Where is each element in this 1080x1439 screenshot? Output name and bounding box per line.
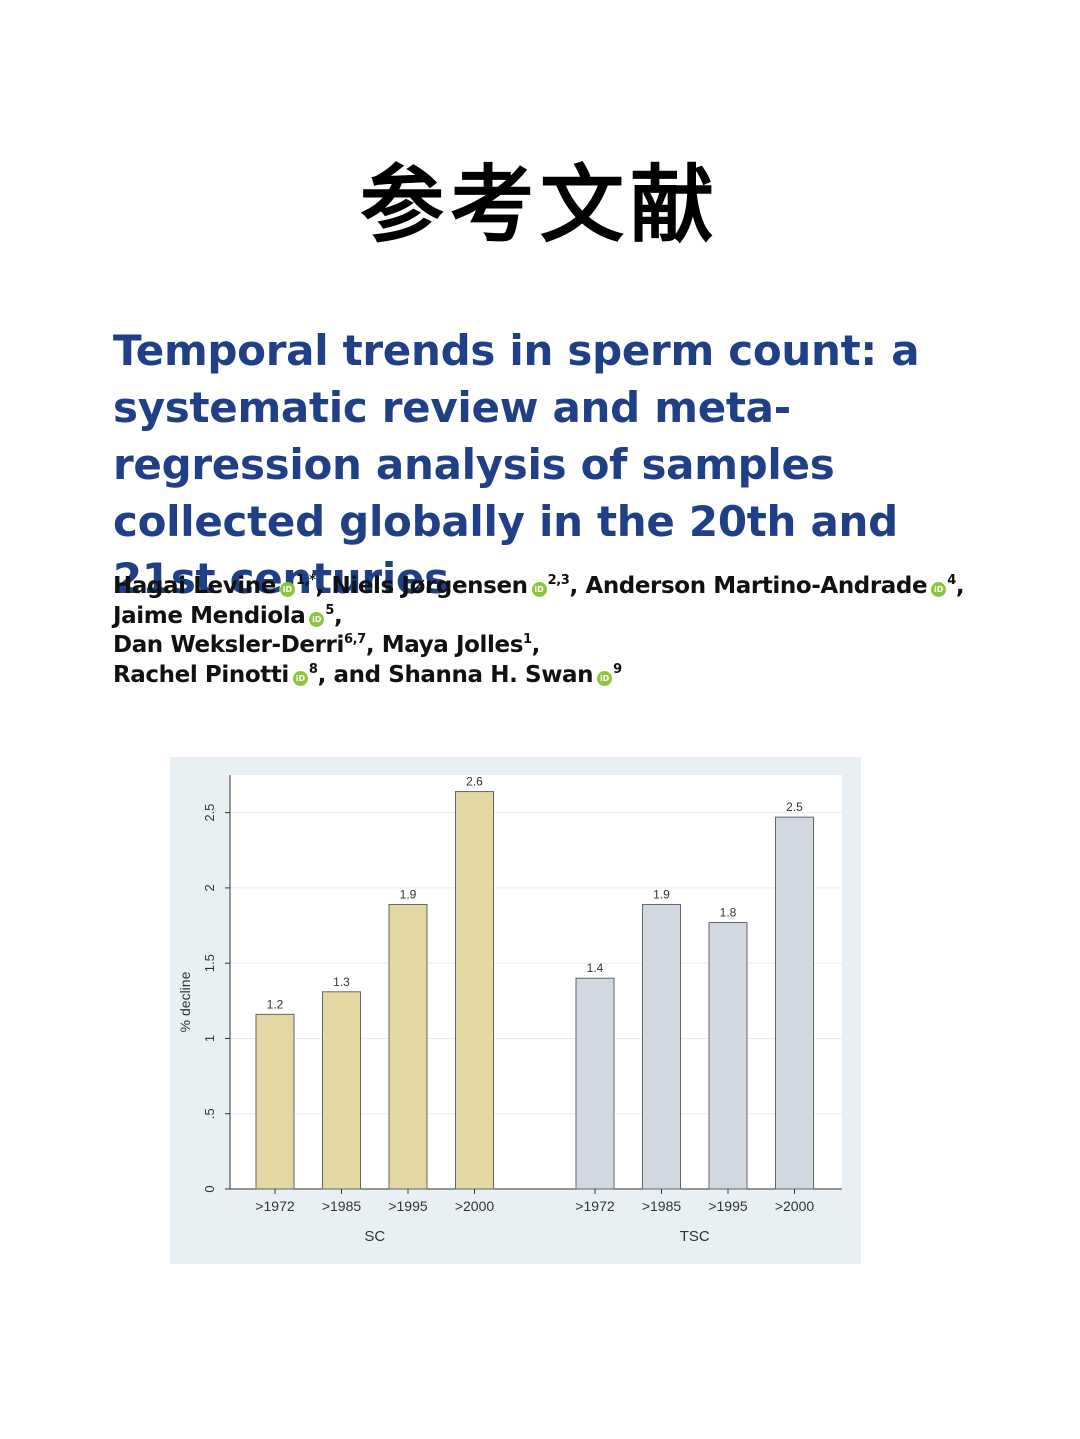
author: Anderson Martino-Andrade iD4, [585, 573, 964, 599]
author-affiliation: 5 [325, 602, 335, 618]
author-affiliation: 8 [308, 661, 318, 677]
author-separator: , [531, 632, 541, 658]
bar-value-label: 1.3 [333, 975, 350, 989]
author-separator: , [315, 573, 332, 599]
author: Shanna H. Swan iD9 [388, 662, 622, 688]
bar-value-label: 1.9 [400, 887, 417, 901]
bar-value-label: 2.5 [786, 800, 803, 814]
y-tick-label: 0 [202, 1185, 217, 1192]
author-affiliation: 4 [947, 573, 956, 588]
y-tick-label: 1 [202, 1035, 217, 1042]
bar [255, 1013, 295, 1190]
bar-value-label: 2.6 [466, 775, 483, 789]
bar-value-label: 1.2 [267, 997, 284, 1011]
author: Rachel Pinotti iD8, and [113, 662, 388, 688]
bar-value-label: 1.8 [720, 906, 737, 920]
x-tick-label: >2000 [775, 1198, 815, 1214]
orcid-icon[interactable]: iD [531, 582, 547, 597]
orcid-icon[interactable]: iD [292, 670, 308, 686]
author-affiliation: 1 [523, 632, 532, 647]
bar-value-label: 1.4 [587, 961, 604, 975]
author: Dan Weksler-Derri6,7, [113, 632, 382, 658]
y-tick-label: 2 [202, 884, 217, 891]
group-label: SC [364, 1228, 385, 1245]
bar [388, 903, 428, 1190]
bar [455, 791, 494, 1190]
author-separator: , and [317, 661, 389, 688]
author-affiliation: 2,3 [547, 573, 570, 588]
author: Hagai Levine iD1,*, [113, 573, 332, 599]
author-name: Anderson Martino-Andrade [585, 573, 928, 599]
x-tick-label: >1995 [388, 1198, 428, 1214]
author-separator: , [955, 573, 965, 599]
author-name: Hagai Levine [113, 573, 276, 599]
y-axis-label: % decline [177, 971, 193, 1032]
author-name: Dan Weksler-Derri [113, 632, 344, 658]
orcid-icon[interactable]: iD [931, 582, 947, 597]
author-name: Rachel Pinotti [113, 661, 289, 688]
author: Maya Jolles1, [381, 632, 541, 658]
author: Niels Jørgensen iD2,3, [332, 573, 586, 599]
bar-chart: 0 .5 1 1.5 2 2.5 % decline 1.2 >1972 1.3 >1985 1.9 >… [177, 775, 842, 1245]
x-tick-label: >1972 [575, 1198, 615, 1214]
x-tick-label: >1972 [255, 1198, 295, 1214]
plot-area [230, 775, 842, 1189]
author-name: Niels Jørgensen [331, 573, 529, 599]
y-tick-label: .5 [202, 1108, 217, 1119]
x-tick-label: >1985 [642, 1198, 682, 1214]
author-name: Maya Jolles [381, 632, 524, 658]
author: Jaime Mendiola iD5, [113, 602, 343, 629]
author-separator: , [334, 602, 343, 629]
author-affiliation: 1,* [295, 573, 316, 588]
bar [575, 977, 615, 1190]
orcid-icon[interactable]: iD [309, 611, 325, 627]
bar [708, 922, 748, 1190]
orcid-icon[interactable]: iD [279, 582, 295, 597]
group-label: TSC [680, 1228, 710, 1245]
figure-panel: 0 .5 1 1.5 2 2.5 % decline 1.2 >1972 1.3 >1985 1.9 >… [170, 757, 861, 1264]
author-affiliation: 6,7 [343, 632, 366, 647]
page-heading: 参考文献 [359, 156, 720, 254]
y-tick-label: 2.5 [202, 804, 217, 822]
author-list: Hagai Levine iD1,*, Niels Jørgensen iD2,3,… [113, 572, 993, 690]
author-affiliation: 9 [613, 661, 622, 677]
paper-title: Temporal trends in sperm count: a system… [113, 326, 920, 603]
bar [322, 991, 361, 1190]
x-tick-label: >1985 [322, 1198, 362, 1214]
y-tick-label: 1.5 [202, 954, 217, 972]
x-tick-label: >1995 [708, 1198, 748, 1214]
x-tick-label: >2000 [455, 1198, 495, 1214]
author-separator: , [365, 632, 382, 658]
author-name: Shanna H. Swan [388, 661, 594, 688]
author-name: Jaime Mendiola [113, 602, 306, 629]
orcid-icon[interactable]: iD [597, 670, 613, 686]
bar [775, 816, 814, 1190]
bar [642, 903, 681, 1190]
bar-value-label: 1.9 [653, 887, 670, 901]
author-separator: , [569, 573, 586, 599]
